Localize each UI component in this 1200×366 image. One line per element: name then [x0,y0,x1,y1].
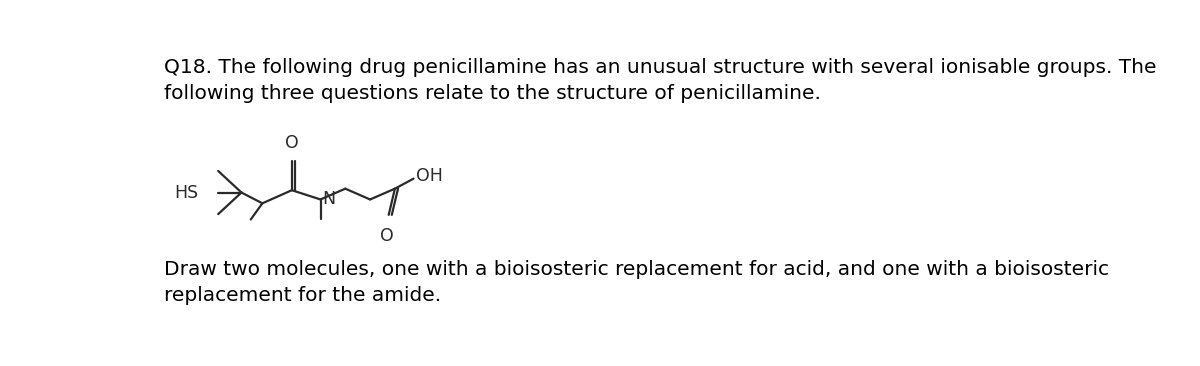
Text: O: O [284,134,299,152]
Text: replacement for the amide.: replacement for the amide. [164,286,442,305]
Text: OH: OH [416,167,443,184]
Text: Q18. The following drug penicillamine has an unusual structure with several ioni: Q18. The following drug penicillamine ha… [164,58,1157,77]
Text: Draw two molecules, one with a bioisosteric replacement for acid, and one with a: Draw two molecules, one with a bioisoste… [164,259,1109,279]
Text: N: N [322,190,335,209]
Text: O: O [380,227,394,245]
Text: following three questions relate to the structure of penicillamine.: following three questions relate to the … [164,84,821,103]
Text: HS: HS [174,183,198,202]
